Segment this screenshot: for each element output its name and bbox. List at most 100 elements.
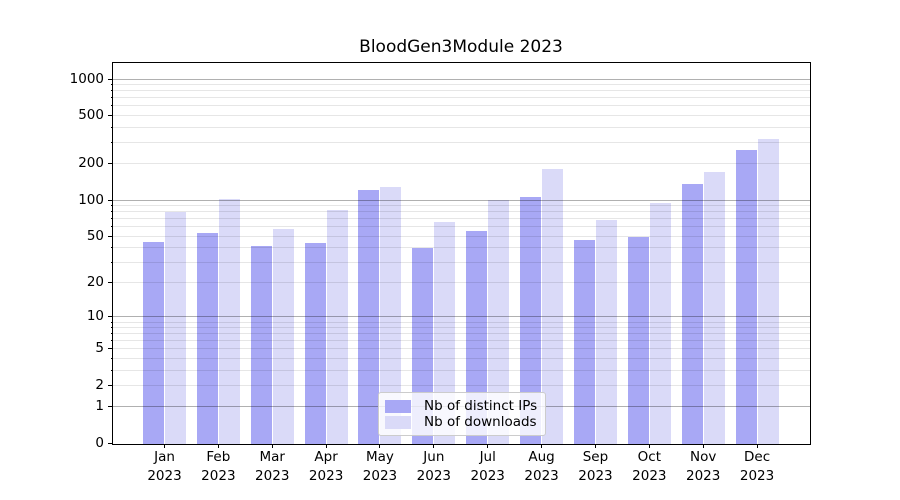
x-tick-mark-apr-2023	[325, 444, 327, 448]
chart-title: BloodGen3Module 2023	[359, 37, 563, 57]
y-minor-gridline-30	[113, 261, 810, 263]
bar-nb-of-distinct-ips-mar-2023	[250, 246, 272, 444]
x-tick-label-nov-2023: Nov 2023	[686, 449, 721, 484]
x-tick-label-may-2023: May 2023	[362, 449, 398, 484]
x-tick-mark-mar-2023	[271, 444, 273, 448]
x-tick-label-jan-2023: Jan 2023	[147, 449, 182, 484]
y-tick-mark-500	[108, 115, 112, 117]
y-tick-label-100: 100	[78, 191, 104, 208]
x-tick-label-mar-2023: Mar 2023	[255, 449, 290, 484]
y-tick-mark-20	[108, 282, 112, 284]
y-tick-label-500: 500	[78, 107, 104, 124]
bar-nb-of-downloads-dec-2023	[757, 139, 779, 444]
bar-nb-of-distinct-ips-sep-2023	[573, 240, 595, 444]
y-tick-mark-5	[108, 348, 112, 350]
y-gridline-2	[113, 385, 810, 387]
y-minor-tick-mark-30	[110, 261, 113, 263]
y-minor-gridline-70	[113, 218, 810, 220]
y-minor-gridline-700	[113, 97, 810, 99]
legend: Nb of distinct IPs Nb of downloads	[378, 392, 546, 436]
x-tick-label-oct-2023: Oct 2023	[632, 449, 667, 484]
y-minor-tick-mark-80	[110, 211, 113, 213]
y-tick-label-1: 1	[95, 398, 104, 415]
y-gridline-5	[113, 348, 810, 350]
y-minor-gridline-3	[113, 369, 810, 371]
y-minor-tick-mark-400	[110, 126, 113, 128]
y-tick-label-1000: 1000	[69, 70, 104, 87]
bar-nb-of-downloads-nov-2023	[703, 171, 725, 444]
x-tick-mark-nov-2023	[702, 444, 704, 448]
y-minor-tick-mark-3	[110, 369, 113, 371]
bar-nb-of-downloads-oct-2023	[649, 202, 671, 444]
bar-nb-of-downloads-jun-2023	[434, 221, 456, 444]
y-minor-gridline-900	[113, 84, 810, 86]
y-minor-gridline-800	[113, 90, 810, 92]
y-minor-gridline-9	[113, 321, 810, 323]
y-gridline-1000	[113, 78, 810, 80]
x-tick-mark-aug-2023	[541, 444, 543, 448]
y-minor-gridline-7	[113, 333, 810, 335]
y-gridline-100	[113, 199, 810, 201]
y-tick-mark-100	[108, 199, 112, 201]
y-tick-label-2: 2	[95, 377, 104, 394]
x-tick-mark-jan-2023	[164, 444, 165, 448]
y-minor-gridline-60	[113, 226, 810, 228]
bar-nb-of-downloads-may-2023	[380, 187, 402, 444]
x-tick-mark-feb-2023	[217, 444, 219, 448]
x-tick-label-jun-2023: Jun 2023	[416, 449, 452, 484]
y-minor-gridline-600	[113, 105, 810, 107]
y-minor-tick-mark-300	[110, 141, 113, 143]
y-gridline-50	[113, 235, 810, 237]
y-tick-mark-10	[108, 316, 112, 318]
y-minor-gridline-6	[113, 340, 810, 342]
y-tick-mark-0	[108, 443, 112, 444]
x-tick-mark-jul-2023	[487, 444, 489, 448]
y-minor-tick-mark-70	[110, 218, 113, 220]
y-minor-tick-mark-8	[110, 327, 113, 329]
bar-nb-of-distinct-ips-feb-2023	[196, 233, 218, 444]
y-tick-label-0: 0	[95, 435, 104, 451]
x-tick-label-feb-2023: Feb 2023	[201, 449, 236, 484]
legend-item-distinct-ips: Nb of distinct IPs	[385, 398, 539, 414]
y-minor-tick-mark-7	[110, 333, 113, 335]
bar-nb-of-downloads-aug-2023	[542, 168, 564, 444]
y-minor-tick-mark-9	[110, 321, 113, 323]
y-minor-gridline-4	[113, 358, 810, 360]
legend-swatch-distinct-ips	[385, 399, 411, 413]
y-minor-tick-mark-4	[110, 358, 113, 360]
y-tick-mark-200	[108, 163, 112, 165]
x-tick-label-apr-2023: Apr 2023	[308, 449, 344, 484]
bar-nb-of-distinct-ips-apr-2023	[304, 242, 326, 444]
y-minor-tick-mark-40	[110, 247, 113, 249]
y-tick-mark-1	[108, 406, 112, 408]
y-minor-tick-mark-900	[110, 84, 113, 86]
y-minor-tick-mark-90	[110, 205, 113, 207]
y-tick-mark-2	[108, 385, 112, 387]
y-minor-tick-mark-600	[110, 105, 113, 107]
x-tick-mark-dec-2023	[756, 444, 758, 448]
x-tick-mark-may-2023	[379, 444, 381, 448]
x-tick-label-jul-2023: Jul 2023	[470, 449, 505, 484]
y-gridline-500	[113, 115, 810, 117]
bar-nb-of-distinct-ips-dec-2023	[735, 149, 757, 444]
y-gridline-200	[113, 163, 810, 165]
bar-nb-of-distinct-ips-aug-2023	[520, 196, 542, 444]
y-minor-gridline-90	[113, 205, 810, 207]
y-tick-label-10: 10	[86, 308, 104, 325]
legend-item-downloads: Nb of downloads	[385, 414, 539, 430]
y-gridline-10	[113, 316, 810, 318]
y-tick-label-200: 200	[78, 155, 104, 172]
y-minor-tick-mark-700	[110, 97, 113, 99]
y-gridline-20	[113, 282, 810, 284]
y-tick-label-50: 50	[86, 227, 104, 244]
y-tick-label-5: 5	[95, 340, 104, 357]
bar-nb-of-distinct-ips-jan-2023	[143, 241, 164, 444]
bar-nb-of-downloads-sep-2023	[595, 220, 617, 444]
y-minor-gridline-300	[113, 141, 810, 143]
y-tick-mark-1000	[108, 78, 112, 80]
x-tick-mark-oct-2023	[648, 444, 650, 448]
x-tick-mark-jun-2023	[433, 444, 435, 448]
x-tick-mark-sep-2023	[594, 444, 596, 448]
y-minor-tick-mark-6	[110, 340, 113, 342]
